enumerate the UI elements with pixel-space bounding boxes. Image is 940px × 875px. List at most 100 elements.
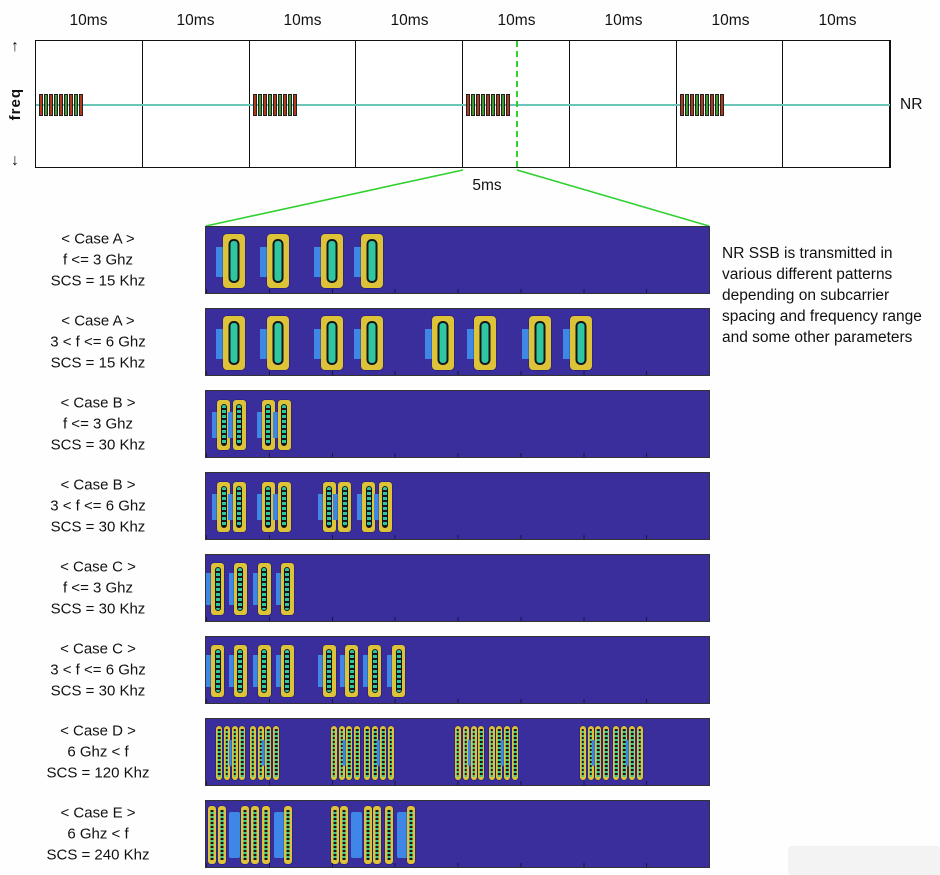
ssb-block (228, 563, 247, 615)
ssb-block (252, 563, 271, 615)
case-row: < Case C > 3 < f <= 6 Ghz SCS = 30 Khz (0, 636, 940, 704)
ssb-block (562, 316, 592, 370)
case-row: < Case C > f <= 3 Ghz SCS = 30 Khz (0, 554, 940, 622)
frame-duration-label: 10ms (283, 12, 322, 29)
burst-red-stripe (689, 94, 694, 116)
ssb-block-core (387, 810, 391, 860)
ssb-block-core (409, 810, 413, 860)
ssb-block-core (622, 729, 626, 777)
pdsch-blue-strip (256, 412, 265, 438)
ssb-block-core (253, 810, 257, 860)
case-label-line: < Case A > (61, 312, 135, 330)
pdsch-blue-strip (317, 494, 326, 520)
ssb-block-core (355, 729, 359, 777)
ssb-block (364, 726, 371, 780)
pdsch-blue-strip (333, 494, 342, 520)
frame-duration-label: 10ms (390, 12, 429, 29)
burst-red-stripe (79, 94, 84, 116)
ssb-block-core (472, 729, 475, 777)
case-label-line: 3 < f <= 6 Ghz (50, 333, 146, 351)
case-label: < Case B > 3 < f <= 6 Ghz SCS = 30 Khz (0, 475, 196, 538)
ssb-block-body (351, 812, 363, 858)
ssb-block (261, 806, 270, 864)
burst-red-stripe (282, 94, 287, 116)
ssb-block (478, 726, 485, 780)
half-frame-marker-line (516, 41, 519, 167)
pdsch-blue-strip (626, 740, 632, 766)
pdsch-blue-strip (343, 740, 349, 766)
ssb-block-core (366, 239, 378, 283)
ssb-slot-bar (205, 800, 710, 868)
ssb-block-core (395, 649, 402, 693)
ssb-block (272, 400, 291, 450)
case-row: < Case E > 6 Ghz < f SCS = 240 Khz (0, 800, 940, 868)
pdsch-blue-strip (562, 329, 573, 359)
ssb-block-core (332, 729, 335, 777)
ssb-block-core (236, 486, 243, 528)
ssb-block-core (597, 729, 600, 777)
ssb-block-core (340, 729, 343, 777)
ssb-block-core (326, 486, 333, 528)
ssb-block-core (341, 486, 348, 528)
ssb-block-core (220, 810, 224, 860)
ssb-block (521, 316, 551, 370)
ssb-slot-bar (205, 472, 710, 540)
pdsch-blue-strip (501, 740, 507, 766)
burst-green-stripe (704, 94, 709, 116)
ssb-block-core (272, 321, 284, 365)
pdsch-blue-strip (275, 573, 284, 605)
ssb-block (354, 726, 361, 780)
pdsch-blue-strip (275, 655, 284, 687)
ssb-block-core (371, 649, 378, 693)
burst-red-stripe (49, 94, 54, 116)
case-label-line: 3 < f <= 6 Ghz (50, 497, 146, 515)
ssb-block-core (264, 810, 268, 860)
ssb-block-core (236, 404, 243, 446)
burst-red-stripe (252, 94, 257, 116)
ssb-block (206, 563, 225, 615)
ssb-block-core (375, 810, 379, 860)
burst-red-stripe (69, 94, 74, 116)
burst-red-stripe (679, 94, 684, 116)
ssb-block-blue (228, 812, 240, 858)
ssb-block (363, 645, 382, 697)
ssb-block (256, 482, 275, 532)
case-label-line: 6 Ghz < f (67, 743, 129, 761)
ssb-slot-bar (205, 554, 710, 622)
pdsch-blue-strip (252, 573, 261, 605)
ssb-block-blue (397, 812, 409, 858)
ssb-block-core (284, 649, 291, 693)
ssb-block-core (220, 486, 227, 528)
ssb-block-core (575, 321, 587, 365)
ssb-block (216, 316, 246, 370)
ssb-block-core (630, 729, 634, 777)
pdsch-blue-strip (212, 494, 221, 520)
pdsch-blue-strip (313, 329, 324, 359)
pdsch-blue-strip (228, 740, 234, 766)
ssb-block (228, 645, 247, 697)
ssb-block-core (217, 729, 221, 777)
ssb-block-core (272, 239, 284, 283)
burst-red-stripe (699, 94, 704, 116)
ssb-block-core (615, 729, 618, 777)
frame-duration-label: 10ms (711, 12, 750, 29)
ssb-burst (39, 94, 84, 116)
ssb-block-core (265, 404, 272, 446)
ssb-block (587, 726, 594, 780)
ssb-block (488, 726, 495, 780)
ssb-block-core (241, 729, 244, 777)
case-label: < Case E > 6 Ghz < f SCS = 240 Khz (0, 803, 196, 866)
ssb-block-core (237, 567, 244, 611)
pdsch-blue-strip (227, 494, 236, 520)
burst-green-stripe (64, 94, 69, 116)
ssb-block-core (237, 649, 244, 693)
case-label-line: < Case D > (60, 722, 136, 740)
pdsch-blue-strip (256, 494, 265, 520)
ssb-block-core (604, 729, 608, 777)
burst-green-stripe (684, 94, 689, 116)
burst-red-stripe (719, 94, 724, 116)
ssb-block (626, 726, 636, 780)
frame-duration-label: 10ms (176, 12, 215, 29)
ssb-block-body (274, 812, 286, 858)
case-label-line: 3 < f <= 6 Ghz (50, 661, 146, 679)
